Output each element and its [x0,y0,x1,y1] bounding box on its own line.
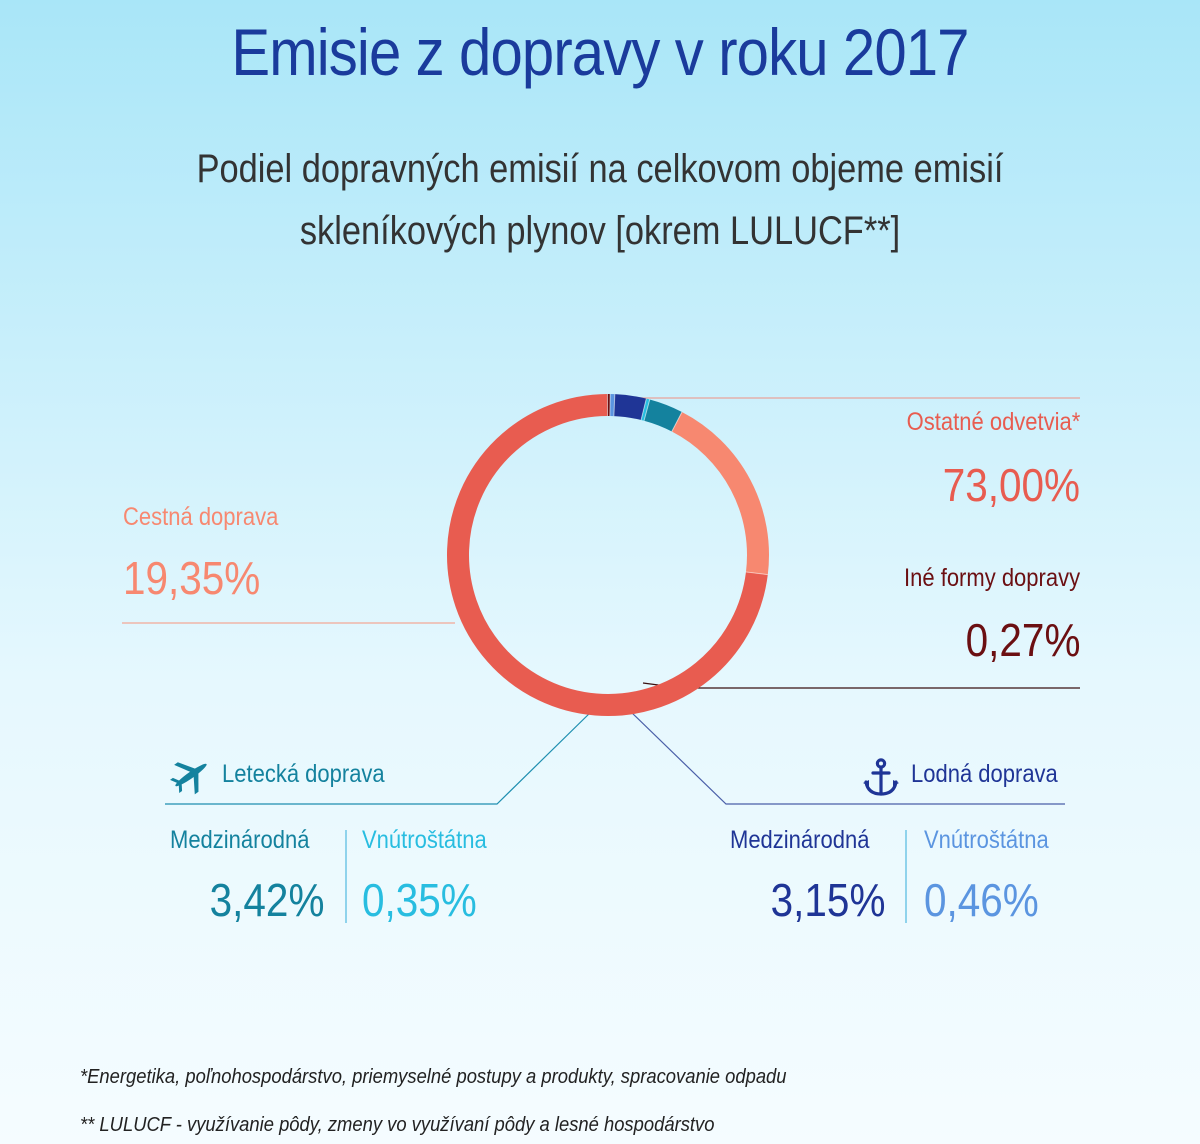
airplane-icon [170,762,207,795]
donut-slice-3 [613,394,647,421]
anchor-icon [863,758,899,796]
donut-slices [447,393,769,716]
lodna-separator [905,830,907,923]
donut-slice-divider-0 [745,571,768,576]
label-ine-name: Iné formy dopravy [903,564,1080,592]
lodna-vnut-name: Vnútroštátna [924,826,1049,854]
letecka-vnut-name: Vnútroštátna [362,826,487,854]
label-cestna-value: 19,35% [123,552,261,604]
donut-slice-divider-4 [640,398,647,421]
lodna-doprava-title: Lodná doprava [911,760,1058,788]
subtitle-line-1: Podiel dopravných emisií na celkovom obj… [196,147,1004,191]
label-ine-value: 0,27% [965,614,1080,666]
label-ostatne-value: 73,00% [942,459,1080,511]
donut-slice-divider-3 [613,394,616,417]
donut-slice-5 [643,399,682,432]
footnote-1: *Energetika, poľnohospodárstvo, priemyse… [80,1066,787,1088]
letecka-medz-value: 3,42% [209,874,324,926]
leader-ine [642,682,1080,689]
letecka-separator [345,830,347,923]
letecka-medz-name: Medzinárodná [170,826,310,854]
leader-lodna [629,710,1065,805]
page-subtitle: Podiel dopravných emisií na celkovom obj… [84,138,1116,262]
lodna-vnut-value: 0,46% [924,874,1039,926]
footnote-2: ** LULUCF - využívanie pôdy, zmeny vo vy… [80,1114,715,1136]
label-cestna-name: Cestná doprava [123,503,279,531]
lodna-medz-name: Medzinárodná [730,826,870,854]
label-ostatne-name: Ostatné odvetvia* [906,408,1080,436]
donut-slice-divider-6 [671,411,683,432]
donut-slice-divider-5 [643,399,651,421]
letecka-vnut-value: 0,35% [362,874,477,926]
page-title: Emisie z dopravy v roku 2017 [231,15,969,89]
donut-slice-0 [447,394,768,716]
subtitle-line-2: skleníkových plynov [okrem LULUCF**] [299,209,901,253]
lodna-medz-value: 3,15% [770,874,885,926]
leader-letecka [165,707,596,805]
letecka-doprava-title: Letecká doprava [222,760,385,788]
donut-slice-6 [671,411,769,575]
